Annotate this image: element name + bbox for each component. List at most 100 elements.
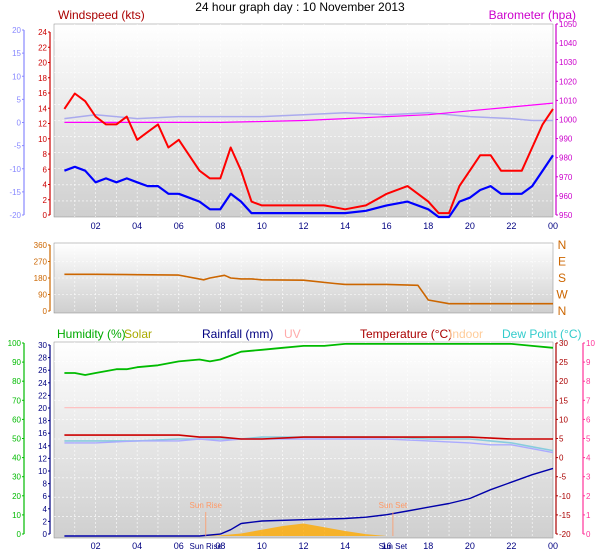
humidity-axis-tick-label: 80 xyxy=(12,377,21,386)
hour-tick-label: 10 xyxy=(257,221,267,231)
hour-tick-label: 16 xyxy=(382,541,392,551)
barometer-axis-tick-label: 960 xyxy=(559,192,573,201)
wind-outer-axis-tick-label: 5 xyxy=(17,95,22,104)
solar-area xyxy=(199,523,387,536)
windspeed-axis-tick-label: 20 xyxy=(38,59,47,68)
wind-outer-axis-tick-label: 0 xyxy=(17,119,22,128)
barometer-axis-tick-label: 970 xyxy=(559,173,573,182)
barometer-axis-tick-label: 1010 xyxy=(559,96,577,105)
temperature-axis-tick-label: 15 xyxy=(559,396,568,405)
sun-rise-axis-label: Sun Rise xyxy=(190,542,223,551)
hour-tick-label: 14 xyxy=(340,541,350,551)
temperature-axis-tick-label: -15 xyxy=(559,511,571,520)
windspeed-axis-tick-label: 10 xyxy=(38,135,47,144)
humidity-axis-tick-label: 70 xyxy=(12,396,21,405)
uv-axis-tick-label: 5 xyxy=(586,435,591,444)
wind-outer-axis-tick-label: 20 xyxy=(12,26,21,35)
direction-degree-axis-tick-label: 180 xyxy=(34,274,48,283)
barometer-axis-tick-label: 1030 xyxy=(559,58,577,67)
wind-gust-line xyxy=(63,92,554,215)
uv-axis-tick-label: 1 xyxy=(586,511,591,520)
windspeed-axis-tick-label: 16 xyxy=(38,89,47,98)
wind-direction-line xyxy=(64,273,553,305)
legend-label: Rainfall (mm) xyxy=(202,327,273,341)
barometer-axis-tick-label: 990 xyxy=(559,135,573,144)
legend-label: Temperature (°C) xyxy=(360,327,452,341)
direction-degree-axis-tick-label: 0 xyxy=(43,307,48,316)
direction-gridlines xyxy=(54,245,553,311)
temperature-axis-tick-label: -10 xyxy=(559,492,571,501)
wind-hour-axis: 02 04 06 08 10 12 14 16 18 20 22 00 xyxy=(91,221,558,231)
humidity-axis-tick-label: 40 xyxy=(12,454,21,463)
hour-tick-label: 00 xyxy=(548,221,558,231)
wind-outer-axis-tick-label: 15 xyxy=(12,49,21,58)
uv-axis-tick-label: 4 xyxy=(586,454,591,463)
direction-series xyxy=(64,273,553,305)
windspeed-axis-tick-label: 12 xyxy=(38,120,47,129)
uv-axis-tick-label: 6 xyxy=(586,415,591,424)
sun-marker-label: Sun Set xyxy=(379,501,408,510)
hour-tick-label: 18 xyxy=(423,541,433,551)
temperature-axis-tick-label: 10 xyxy=(559,415,568,424)
windspeed-axis-tick-label: 18 xyxy=(38,74,47,83)
hour-tick-label: 04 xyxy=(132,541,142,551)
wind-gridlines xyxy=(54,24,553,217)
climate-hour-axis: 02 04 06 08 10 12 14 16 18 20 22 00 Sun Rise Sun Set xyxy=(91,541,558,551)
barometer-axis-tick-label: 1000 xyxy=(559,116,577,125)
rainfall-axis-tick-label: 6 xyxy=(43,492,48,501)
temperature-axis: -20 -15 -10 -5 0 5 10 15 20 25 30 xyxy=(555,339,571,539)
humidity-axis-tick-label: 50 xyxy=(12,435,21,444)
graph-title: 24 hour graph day : 10 November 2013 xyxy=(195,0,405,14)
rainfall-axis-tick-label: 2 xyxy=(43,517,48,526)
wind-series xyxy=(63,92,554,219)
hour-tick-label: 10 xyxy=(257,541,267,551)
legend-label: Dew Point (°C) xyxy=(502,327,581,341)
hour-tick-label: 04 xyxy=(132,221,142,231)
direction-degree-axis: 0 90 180 270 360 xyxy=(34,241,51,316)
temperature-axis-tick-label: 30 xyxy=(559,339,568,348)
hour-tick-label: 08 xyxy=(215,541,225,551)
temperature-axis-tick-label: -5 xyxy=(559,473,567,482)
barometer-axis: 950 960 970 980 990 1000 1010 1020 1030 1040 1050 xyxy=(555,20,577,220)
wind-outer-axis: -20 -15 -10 -5 0 5 10 15 20 xyxy=(9,26,25,220)
wind-average-line xyxy=(64,154,554,219)
uv-axis-tick-label: 8 xyxy=(586,377,591,386)
rainfall-axis-tick-label: 30 xyxy=(38,341,47,350)
humidity-axis-tick-label: 30 xyxy=(12,473,21,482)
temperature-axis-tick-label: 25 xyxy=(559,358,568,367)
windspeed-axis-tick-label: 6 xyxy=(43,165,48,174)
windspeed-axis-tick-label: 22 xyxy=(38,43,47,52)
wind-outer-axis-tick-label: -20 xyxy=(9,211,21,220)
uv-axis-tick-label: 3 xyxy=(586,473,591,482)
rainfall-axis-tick-label: 0 xyxy=(43,530,48,539)
climate-panel: Humidity (%)Solar Rainfall (mm) UV Temperat… xyxy=(8,327,596,551)
hour-tick-label: 00 xyxy=(548,541,558,551)
windspeed-axis-tick-label: 8 xyxy=(43,150,48,159)
hour-tick-label: 20 xyxy=(465,541,475,551)
barometer-axis-tick-label: 950 xyxy=(559,211,573,220)
direction-degree-axis-tick-label: 270 xyxy=(34,258,48,267)
barometer-axis-tick-label: 1020 xyxy=(559,77,577,86)
humidity-line xyxy=(64,342,554,376)
hour-tick-label: 08 xyxy=(215,221,225,231)
wind-outer-axis-tick-label: -10 xyxy=(9,165,21,174)
windspeed-label: Windspeed (kts) xyxy=(58,8,145,22)
wind-outer-axis-tick-label: -15 xyxy=(9,188,21,197)
hour-tick-label: 02 xyxy=(91,221,101,231)
barometer-label: Barometer (hpa) xyxy=(489,8,576,22)
rainfall-axis-tick-label: 24 xyxy=(38,379,47,388)
humidity-axis-tick-label: 20 xyxy=(12,492,21,501)
hour-tick-label: 14 xyxy=(340,221,350,231)
humidity-axis-tick-label: 100 xyxy=(8,339,22,348)
windspeed-axis-tick-label: 24 xyxy=(38,28,47,37)
rainfall-axis-tick-label: 4 xyxy=(43,505,48,514)
barometer-line xyxy=(64,102,554,124)
wind-outer-axis-tick-label: 10 xyxy=(12,72,21,81)
legend-label: Indoor xyxy=(449,327,483,341)
hour-tick-label: 20 xyxy=(465,221,475,231)
rainfall-axis-tick-label: 10 xyxy=(38,467,47,476)
hour-tick-label: 02 xyxy=(91,541,101,551)
humidity-axis-tick-label: 90 xyxy=(12,358,21,367)
